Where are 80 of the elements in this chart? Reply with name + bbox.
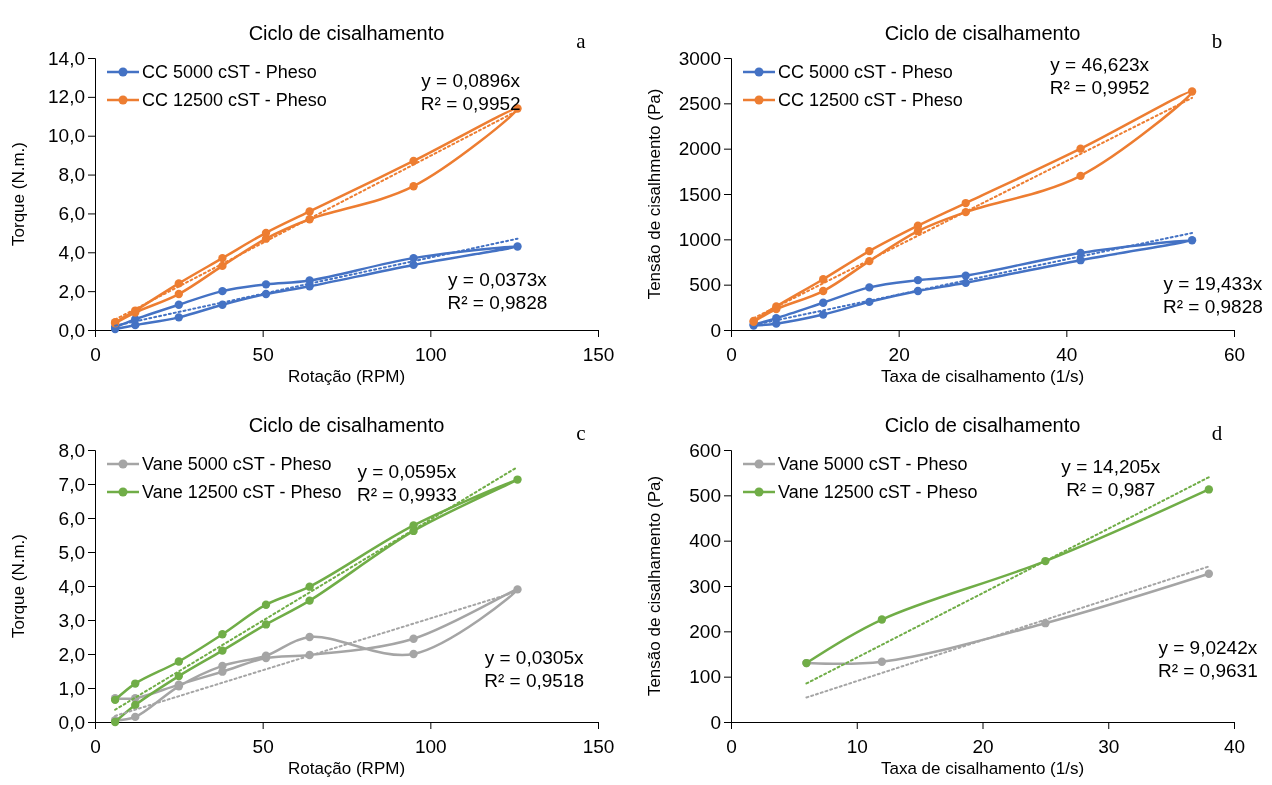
annotation: y = 0,0595x R² = 0,9933 [356, 460, 457, 505]
annotation: y = 14,205x R² = 0,987 [1061, 456, 1161, 501]
y-tick-label: 0 [710, 711, 721, 733]
x-tick-label: 100 [414, 735, 447, 757]
x-tick-label: 150 [582, 343, 615, 365]
chart-title: Ciclo de cisalhamento [248, 414, 445, 436]
y-tick-label: 6,0 [58, 203, 85, 225]
x-axis-title: Rotação (RPM) [287, 367, 406, 386]
chart-title: Ciclo de cisalhamento [884, 22, 1081, 44]
y-tick-label: 300 [689, 575, 721, 597]
legend-label: Vane 12500 cST - Pheso [778, 482, 978, 503]
x-tick-label: 10 [846, 735, 868, 757]
text: b [1211, 29, 1223, 53]
x-tick-label: 0 [90, 343, 101, 365]
y-tick-label: 3000 [678, 47, 721, 69]
y-tick-label: 4,0 [58, 241, 85, 263]
annotation: y = 9,0242x R² = 0,9631 [1157, 637, 1258, 682]
y-tick-label: 14,0 [48, 47, 85, 69]
x-tick-label: 20 [888, 343, 910, 365]
legend-label: CC 5000 cST - Pheso [142, 62, 317, 83]
legend-label: Vane 5000 cST - Pheso [778, 454, 968, 475]
y-axis-title: Tensão de cisalhamento (Pa) [645, 475, 664, 697]
y-tick-label: 0,0 [58, 711, 85, 733]
y-tick-label: 2000 [678, 138, 721, 160]
y-tick-label: 400 [689, 530, 721, 552]
x-axis-title: Rotação (RPM) [287, 759, 406, 778]
chart-title: Ciclo de cisalhamento [248, 22, 445, 44]
y-tick-label: 5,0 [58, 541, 85, 563]
y-tick-label: 0 [710, 319, 721, 341]
x-tick-label: 30 [1098, 735, 1120, 757]
annotation: y = 0,0896x R² = 0,9952 [420, 70, 521, 114]
y-tick-label: 8,0 [58, 164, 85, 186]
x-tick-label: 40 [1056, 343, 1078, 365]
y-tick-label: 600 [689, 439, 721, 461]
legend-label: Vane 5000 cST - Pheso [142, 454, 332, 475]
y-tick-label: 2,0 [58, 643, 85, 665]
annotation: y = 19,433x R² = 0,9828 [1162, 273, 1263, 318]
text: a [576, 29, 587, 53]
y-tick-label: 4,0 [58, 575, 85, 597]
y-tick-label: 12,0 [48, 86, 85, 108]
x-axis-title: Taxa de cisalhamento (1/s) [880, 759, 1085, 778]
text: d [1211, 421, 1223, 445]
y-axis-title: Torque (N.m.) [9, 534, 28, 638]
annotation: y = 46,623x R² = 0,9952 [1049, 54, 1150, 99]
x-tick-label: 150 [582, 735, 615, 757]
x-tick-label: 50 [252, 343, 274, 365]
y-tick-label: 1,0 [58, 677, 85, 699]
y-tick-label: 0,0 [58, 319, 85, 341]
chart-title: Ciclo de cisalhamento [884, 414, 1081, 436]
y-tick-label: 8,0 [58, 439, 85, 461]
y-tick-label: 500 [689, 274, 721, 296]
y-tick-label: 6,0 [58, 507, 85, 529]
y-tick-label: 100 [689, 666, 721, 688]
y-axis-title: Tensão de cisalhmento (Pa) [645, 88, 664, 300]
y-tick-label: 7,0 [58, 473, 85, 495]
annotation: y = 0,0305x R² = 0,9518 [484, 647, 585, 692]
legend-label: CC 12500 cST - Pheso [142, 90, 327, 111]
annotation: y = 0,0373x R² = 0,9828 [447, 269, 548, 314]
x-tick-label: 0 [726, 735, 737, 757]
legend-label: CC 12500 cST - Pheso [778, 90, 963, 111]
legend-label: Vane 12500 cST - Pheso [142, 482, 342, 503]
x-tick-label: 0 [726, 343, 737, 365]
y-tick-label: 2500 [678, 92, 721, 114]
text: c [576, 421, 586, 445]
x-tick-label: 60 [1223, 343, 1246, 365]
x-tick-label: 20 [972, 735, 994, 757]
y-tick-label: 1500 [678, 183, 721, 205]
y-tick-label: 2,0 [58, 280, 85, 302]
x-tick-label: 40 [1223, 735, 1246, 757]
y-tick-label: 1000 [678, 228, 721, 250]
y-tick-label: 10,0 [48, 125, 85, 147]
x-tick-label: 50 [252, 735, 274, 757]
y-tick-label: 500 [689, 484, 721, 506]
x-axis-title: Taxa de cisalhamento (1/s) [880, 367, 1085, 386]
legend-label: CC 5000 cST - Pheso [778, 62, 953, 83]
x-tick-label: 0 [90, 735, 101, 757]
y-tick-label: 3,0 [58, 609, 85, 631]
y-axis-title: Torque (N.m.) [9, 142, 28, 246]
x-tick-label: 100 [414, 343, 447, 365]
y-tick-label: 200 [689, 620, 721, 642]
